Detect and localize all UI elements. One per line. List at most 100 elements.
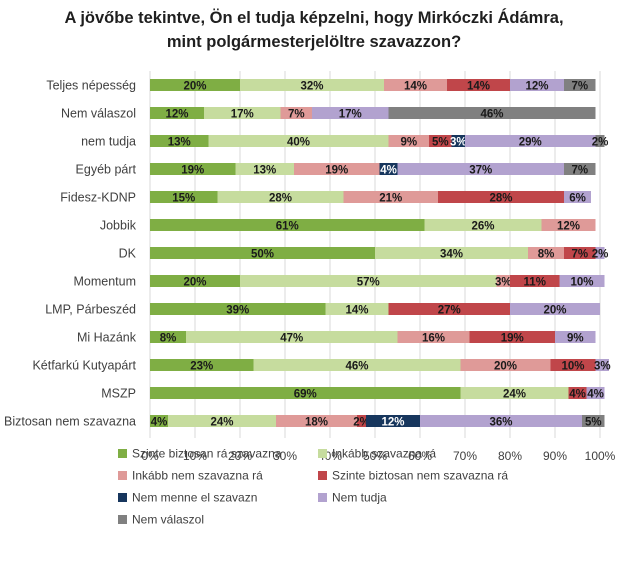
data-label: 13% — [168, 136, 191, 148]
data-label: 5% — [432, 136, 449, 148]
data-label: 4% — [151, 416, 168, 428]
data-label: 9% — [400, 136, 417, 148]
bar-segment — [438, 191, 564, 203]
data-label: 20% — [183, 276, 206, 288]
bar-segment — [388, 107, 596, 119]
bar-segment — [150, 415, 168, 427]
data-label: 3% — [450, 136, 467, 148]
x-tick-label: 30% — [273, 449, 297, 463]
bar-segment — [186, 331, 398, 343]
legend-label: Nem válaszol — [132, 513, 204, 527]
legend-label: Inkább nem szavazna rá — [132, 469, 263, 483]
bar-segment — [150, 359, 254, 371]
bar-segment — [564, 79, 596, 91]
bar-segment — [150, 219, 425, 231]
bar-segment — [469, 331, 555, 343]
data-label: 11% — [524, 276, 546, 288]
data-label: 27% — [438, 304, 461, 316]
bar-segment — [420, 415, 582, 427]
bar-segment — [397, 331, 470, 343]
data-label: 50% — [251, 248, 274, 260]
legend-swatch — [318, 471, 327, 480]
data-label: 15% — [172, 192, 195, 204]
legend-swatch — [118, 471, 127, 480]
x-tick-label: 100% — [585, 449, 616, 463]
x-tick-label: 0% — [141, 449, 159, 463]
bar-segment — [429, 135, 452, 147]
data-label: 12% — [557, 220, 580, 232]
data-label: 19% — [181, 164, 204, 176]
data-label: 57% — [357, 276, 380, 288]
data-label: 2% — [592, 136, 609, 148]
data-label: 24% — [503, 388, 526, 400]
legend-label: Szinte biztosan nem szavazna rá — [332, 469, 508, 483]
data-label: 7% — [571, 80, 588, 92]
bar-segment — [460, 359, 551, 371]
category-label: Kétfarkú Kutyapárt — [32, 359, 136, 373]
data-label: 4% — [569, 388, 586, 400]
bar-segment — [217, 191, 344, 203]
data-label: 14% — [467, 80, 490, 92]
bar-segment — [568, 387, 587, 399]
category-label: Teljes népesség — [46, 79, 136, 93]
data-label: 37% — [469, 164, 492, 176]
data-label: 40% — [287, 136, 310, 148]
x-tick-label: 50% — [363, 449, 387, 463]
category-label: MSZP — [101, 387, 136, 401]
bar-segment — [240, 79, 384, 91]
legend-swatch — [118, 493, 127, 502]
bar-segment — [564, 163, 596, 175]
bar-segment — [582, 415, 605, 427]
category-label: Momentum — [73, 275, 136, 289]
bar-segment — [150, 303, 326, 315]
bar-segment — [343, 191, 438, 203]
bar-segment — [150, 387, 461, 399]
bar-segment — [235, 163, 294, 175]
data-label: 36% — [489, 416, 512, 428]
data-label: 23% — [190, 360, 213, 372]
data-label: 6% — [569, 192, 586, 204]
bar-segment — [150, 107, 204, 119]
data-label: 17% — [231, 108, 254, 120]
data-label: 20% — [494, 360, 517, 372]
bar-segment — [564, 191, 591, 203]
bar-segment — [240, 275, 497, 287]
data-label: 7% — [288, 108, 305, 120]
x-tick-label: 10% — [183, 449, 207, 463]
bar-segment — [460, 387, 569, 399]
category-label: LMP, Párbeszéd — [45, 303, 136, 317]
data-label: 10% — [561, 360, 584, 372]
bar-segment — [276, 415, 357, 427]
bar-segment — [510, 79, 564, 91]
bar-segment — [510, 275, 560, 287]
data-label: 21% — [379, 192, 402, 204]
data-label: 32% — [300, 80, 323, 92]
bar-segment — [388, 135, 429, 147]
data-label: 61% — [276, 220, 299, 232]
bar-segment — [447, 79, 510, 91]
chart-title-line-2: mint polgármesterjelöltre szavazzon? — [166, 33, 462, 51]
data-label: 47% — [280, 332, 303, 344]
data-label: 4% — [380, 164, 397, 176]
bar-segment — [564, 247, 596, 259]
data-label: 28% — [489, 192, 512, 204]
data-label: 13% — [253, 164, 276, 176]
data-label: 18% — [305, 416, 328, 428]
data-label: 26% — [471, 220, 494, 232]
bar-segment — [595, 359, 609, 371]
x-tick-label: 60% — [408, 449, 432, 463]
data-label: 4% — [587, 388, 604, 400]
data-label: 24% — [210, 416, 233, 428]
bar-segment — [424, 219, 542, 231]
bar-segment — [595, 247, 605, 259]
legend-label: Szinte biztosan rá szavazna — [132, 447, 282, 461]
x-tick-label: 90% — [543, 449, 567, 463]
category-label: Biztosan nem szavazna — [4, 415, 136, 429]
bar-segment — [465, 135, 596, 147]
bar-segment — [150, 163, 236, 175]
bar-segment — [586, 387, 605, 399]
bar-segment — [496, 275, 510, 287]
bar-segment — [397, 163, 564, 175]
data-label: 2% — [592, 248, 609, 260]
bar-segment — [168, 415, 276, 427]
